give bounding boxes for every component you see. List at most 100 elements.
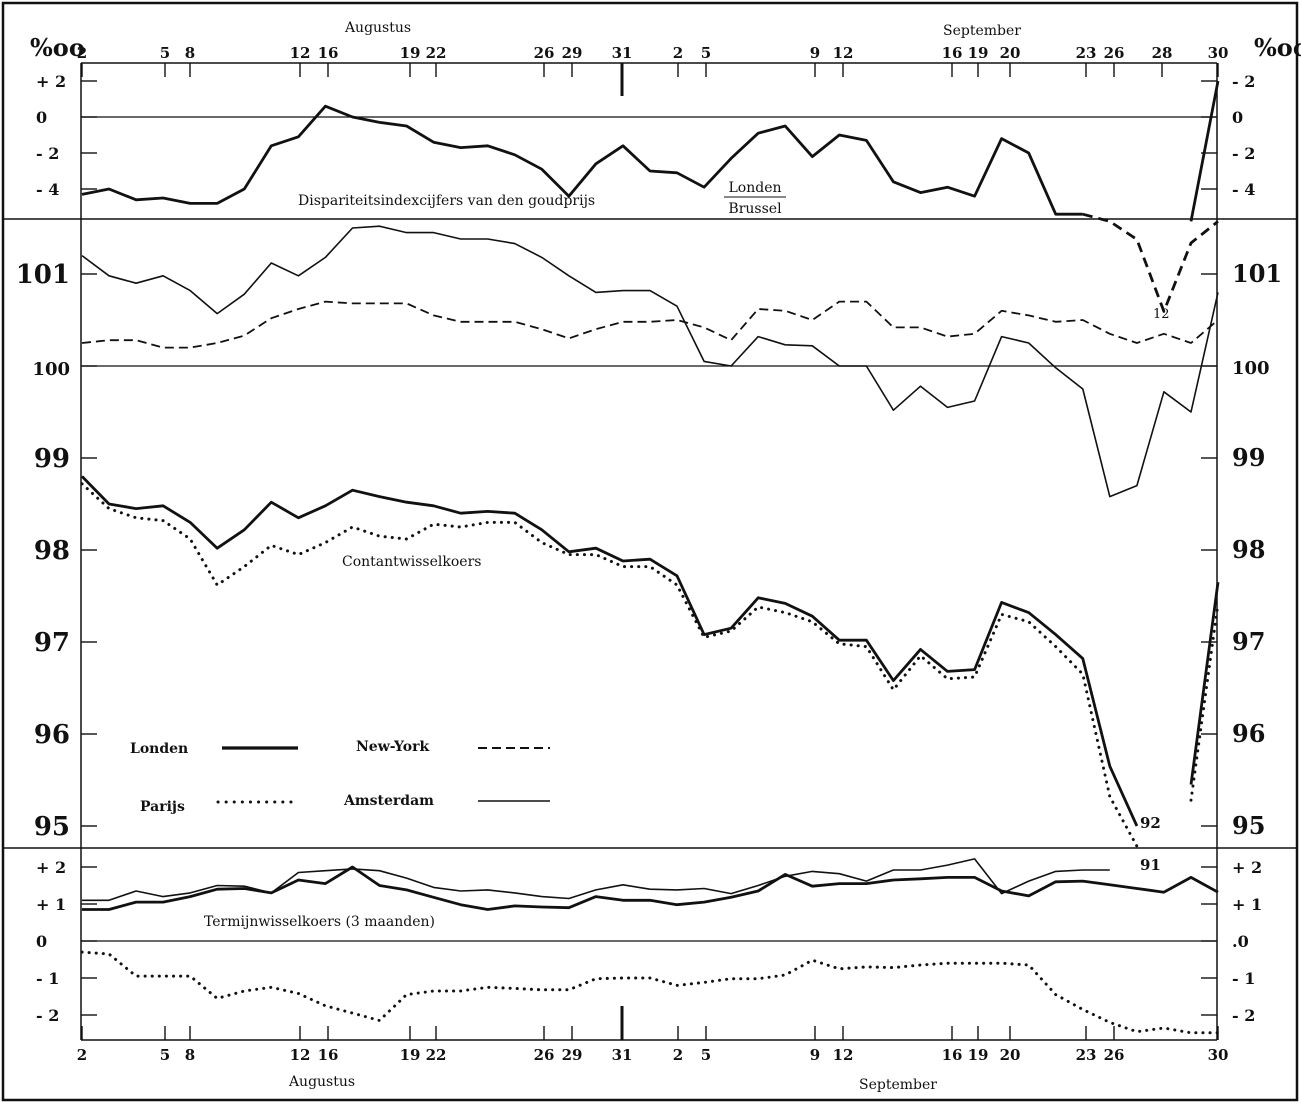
bottom-tick-label: 12 [833, 1046, 854, 1064]
bottom-tick-label: 31 [612, 1046, 633, 1064]
middle-ytick-label-right: 96 [1232, 719, 1265, 748]
legend-item-amsterdam: Amsterdam [343, 793, 550, 809]
top-series-solid-thick [81, 104, 1083, 216]
top-ytick-label-right: - 2 [1232, 144, 1255, 163]
bottom-month-aug: Augustus [288, 1074, 355, 1090]
middle-ytick-label-right: 99 [1232, 443, 1265, 472]
top-tick-label: 28 [1152, 44, 1173, 62]
bottom-ytick-label-left: - 1 [36, 969, 59, 988]
bottom-ytick-label-right: .0 [1232, 932, 1249, 951]
bottom-month-sep: September [859, 1077, 937, 1093]
bottom-tick-label: 16 [942, 1046, 963, 1064]
top-tick-label: 20 [1000, 44, 1021, 62]
top-tick-label: 12 [833, 44, 854, 62]
legend: Londen New-York Parijs Amsterdam [130, 739, 550, 815]
legend-item-new-york: New-York [356, 739, 550, 755]
middle-annotation-92: 92 [1140, 814, 1161, 832]
top-fraction-numerator: Londen [728, 180, 781, 196]
bottom-tick-label: 26 [1104, 1046, 1125, 1064]
bottom-tick-label: 19 [400, 1046, 421, 1064]
bottom-tick-label: 20 [1000, 1046, 1021, 1064]
bottom-tick-label: 9 [810, 1046, 820, 1064]
chart-marks: 2 5 8 12 16 19 22 26 29 31 2 5 9 12 16 19 20 23 26 28 302 5 8 1… [16, 44, 1282, 1064]
top-tick-label: 5 [160, 44, 170, 62]
top-tick-label: 31 [612, 44, 633, 62]
bottom-series-solid-thin [82, 858, 1110, 902]
bottom-series-dotted [80, 950, 1220, 1035]
middle-series-new-york [81, 300, 1219, 349]
middle-annotation-91: 91 [1140, 856, 1161, 874]
top-month-sep: September [943, 23, 1021, 39]
bottom-tick-label: 5 [701, 1046, 711, 1064]
middle-ytick-label-left: 100 [32, 359, 70, 380]
top-tick-label: 19 [968, 44, 989, 62]
top-tick-label: 12 [290, 44, 311, 62]
top-annotation: 12 [1153, 307, 1170, 322]
top-series-dashed-thick [1082, 212, 1219, 313]
top-tick-label: 26 [1104, 44, 1125, 62]
top-ytick-label-right: - 4 [1232, 180, 1255, 199]
top-tick-label: 9 [810, 44, 820, 62]
top-tick-label: 19 [400, 44, 421, 62]
middle-ytick-label-right: 101 [1232, 259, 1282, 288]
legend-item-londen: Londen [130, 741, 298, 757]
top-tick-label: 30 [1208, 44, 1229, 62]
top-series-solid-thick [1189, 80, 1220, 222]
top-tick-label: 16 [318, 44, 339, 62]
middle-ytick-label-right: 97 [1232, 627, 1265, 656]
unit-label-left: %oo [30, 33, 85, 62]
bottom-tick-label: 12 [290, 1046, 311, 1064]
bottom-ytick-label-right: + 1 [1232, 895, 1262, 914]
bottom-ytick-label-left: - 2 [36, 1006, 59, 1025]
bottom-series-solid-thick [82, 865, 1219, 911]
middle-ytick-label-right: 95 [1232, 811, 1265, 840]
legend-label-new-york: New-York [356, 739, 430, 755]
middle-series-parijs [1189, 601, 1220, 802]
bottom-tick-label: 19 [968, 1046, 989, 1064]
legend-item-parijs: Parijs [140, 799, 300, 815]
middle-ytick-label-right: 100 [1232, 358, 1270, 379]
top-panel-title: Dispariteitsindexcijfers van den goudpri… [298, 193, 595, 209]
top-ytick-label-left: - 4 [36, 180, 59, 199]
bottom-panel-title: Termijnwisselkoers (3 maanden) [204, 914, 435, 930]
bottom-tick-label: 23 [1076, 1046, 1097, 1064]
top-tick-label: 8 [185, 44, 195, 62]
top-tick-label: 2 [673, 44, 683, 62]
bottom-tick-label: 16 [318, 1046, 339, 1064]
top-tick-label: 16 [942, 44, 963, 62]
top-tick-label: 22 [426, 44, 447, 62]
bottom-ytick-label-left: + 1 [36, 895, 66, 914]
top-ytick-label-left: 0 [36, 108, 47, 127]
top-ytick-label-right: 0 [1232, 108, 1243, 127]
middle-ytick-label-left: 101 [16, 260, 70, 290]
legend-label-londen: Londen [130, 741, 188, 757]
bottom-tick-label: 8 [185, 1046, 195, 1064]
top-ytick-label-right: - 2 [1232, 72, 1255, 91]
middle-series-parijs [80, 482, 1139, 848]
bottom-ytick-label-left: 0 [36, 932, 47, 951]
middle-series-amsterdam [81, 225, 1219, 498]
bottom-ytick-label-right: - 2 [1232, 1006, 1255, 1025]
middle-ytick-label-left: 99 [34, 444, 70, 474]
middle-ytick-label-right: 98 [1232, 535, 1265, 564]
unit-label-right: %oo [1254, 33, 1301, 62]
middle-inner-title: Contantwisselkoers [342, 554, 481, 570]
middle-ytick-label-left: 96 [34, 720, 70, 750]
middle-series-londen [80, 475, 1139, 827]
bottom-tick-label: 2 [673, 1046, 683, 1064]
top-tick-label: 23 [1076, 44, 1097, 62]
bottom-tick-label: 29 [562, 1046, 583, 1064]
bottom-tick-label: 22 [426, 1046, 447, 1064]
legend-label-amsterdam: Amsterdam [343, 793, 434, 809]
top-tick-label: 26 [534, 44, 555, 62]
top-tick-label: 5 [701, 44, 711, 62]
top-ytick-label-left: + 2 [36, 72, 66, 91]
bottom-ytick-label-left: + 2 [36, 858, 66, 877]
top-month-aug: Augustus [344, 20, 411, 36]
bottom-ytick-label-right: - 1 [1232, 969, 1255, 988]
legend-label-parijs: Parijs [140, 799, 185, 815]
top-ytick-label-left: - 2 [36, 144, 59, 163]
bottom-ytick-label-right: + 2 [1232, 858, 1262, 877]
middle-ytick-label-left: 95 [34, 812, 70, 842]
